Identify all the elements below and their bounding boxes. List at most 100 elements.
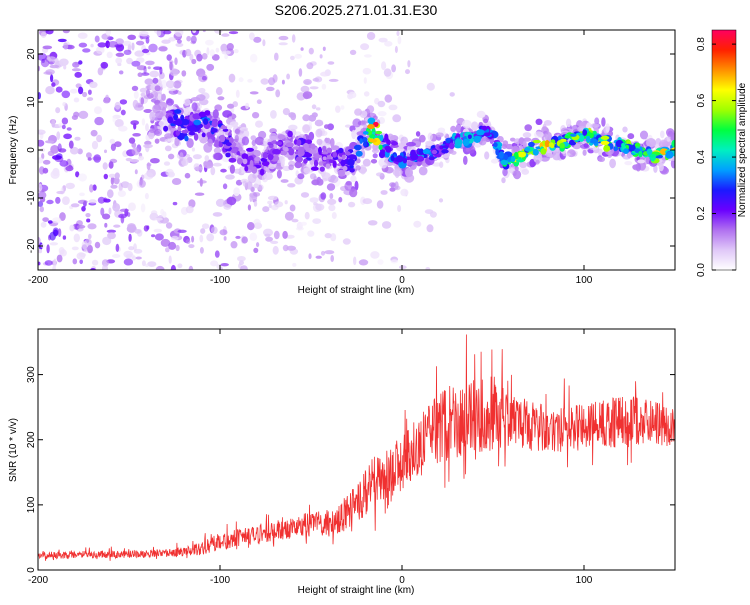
heatmap-cell <box>449 92 455 97</box>
heatmap-cell <box>134 50 145 57</box>
heatmap-cell <box>136 40 145 46</box>
x-tick-label: 100 <box>576 575 593 586</box>
heatmap-cell <box>378 37 388 43</box>
heatmap-cell <box>467 134 472 140</box>
heatmap-cell <box>38 261 41 266</box>
heatmap-cell <box>483 118 489 124</box>
heatmap-cell <box>251 140 256 146</box>
heatmap-cell <box>120 181 130 189</box>
heatmap-cell <box>229 164 235 174</box>
heatmap-cell <box>295 226 304 231</box>
heatmap-cell <box>126 57 133 65</box>
heatmap-cell <box>332 151 338 158</box>
heatmap-cell <box>212 109 219 119</box>
heatmap-cell <box>292 262 297 267</box>
heatmap-cell <box>381 61 387 71</box>
heatmap-cell <box>102 213 111 220</box>
heatmap-cell <box>194 192 205 196</box>
heatmap-cell <box>56 153 63 159</box>
heatmap-cell <box>81 240 88 250</box>
heatmap-cell <box>517 151 527 158</box>
heatmap-cell <box>164 138 174 143</box>
heatmap-cell <box>103 98 111 104</box>
heatmap-cell <box>320 192 327 200</box>
heatmap-cell <box>173 113 179 121</box>
heatmap-cell <box>157 93 162 101</box>
heatmap-cell <box>239 260 244 266</box>
heatmap-cell <box>522 132 532 138</box>
heatmap-cell <box>236 157 243 165</box>
heatmap-cell <box>315 107 321 111</box>
heatmap-cell <box>600 135 610 140</box>
heatmap-cell <box>122 40 132 46</box>
heatmap-cell <box>50 145 59 154</box>
heatmap-cell <box>123 258 134 266</box>
heatmap-cell <box>473 135 482 143</box>
heatmap-cell <box>77 32 88 39</box>
spectrogram-y-label: Frequency (Hz) <box>8 116 19 185</box>
heatmap-cell <box>483 132 491 137</box>
heatmap-cell <box>145 60 155 66</box>
heatmap-cell <box>235 89 240 98</box>
heatmap-cell <box>557 135 562 141</box>
heatmap-cell <box>200 228 206 234</box>
heatmap-cell <box>340 159 346 167</box>
heatmap-cell <box>246 147 254 152</box>
heatmap-cell <box>228 157 237 163</box>
heatmap-cell <box>169 68 179 77</box>
colorbar-tick-label: 0.8 <box>696 37 707 51</box>
heatmap-cell <box>303 152 313 158</box>
heatmap-cell <box>143 65 147 75</box>
heatmap-cell <box>309 197 319 203</box>
heatmap-cell <box>363 91 370 97</box>
heatmap-cell <box>349 188 358 198</box>
heatmap-cell <box>397 205 402 212</box>
heatmap-cell <box>370 251 380 259</box>
heatmap-cell <box>244 165 249 172</box>
heatmap-cell <box>174 57 178 65</box>
heatmap-cell <box>666 128 675 137</box>
heatmap-cell <box>426 224 434 233</box>
heatmap-cell <box>528 141 535 147</box>
heatmap-cell <box>181 70 187 77</box>
heatmap-cell <box>86 152 92 159</box>
heatmap-cell <box>330 174 337 180</box>
heatmap-cell <box>117 190 126 198</box>
heatmap-cell <box>138 155 144 161</box>
heatmap-cell <box>181 129 189 134</box>
heatmap-cell <box>149 70 160 78</box>
heatmap-cell <box>185 239 191 245</box>
heatmap-cell <box>342 165 348 171</box>
heatmap-cell <box>665 151 674 159</box>
heatmap-cell <box>177 229 187 233</box>
heatmap-cell <box>308 253 312 260</box>
heatmap-cell <box>228 73 236 83</box>
heatmap-cell <box>167 153 175 160</box>
heatmap-cell <box>149 111 156 121</box>
heatmap-cell <box>544 140 550 148</box>
heatmap-cell <box>362 158 371 167</box>
heatmap-cell <box>146 225 150 230</box>
heatmap-cell <box>273 230 280 240</box>
heatmap-cell <box>347 158 355 167</box>
heatmap-cell <box>405 167 413 177</box>
heatmap-cell <box>171 178 182 185</box>
heatmap-cell <box>168 241 177 250</box>
heatmap-cell <box>132 133 141 137</box>
heatmap-cell <box>127 183 133 192</box>
heatmap-cell <box>131 147 140 156</box>
snr-series <box>38 334 675 561</box>
heatmap-cell <box>327 123 334 131</box>
heatmap-cell <box>114 119 124 128</box>
heatmap-cell <box>173 80 182 89</box>
heatmap-cell <box>154 217 163 221</box>
heatmap-cell <box>455 123 462 133</box>
heatmap-cell <box>272 148 281 155</box>
heatmap-cell <box>249 32 255 41</box>
heatmap-cell <box>123 49 132 55</box>
heatmap-cell <box>275 89 281 98</box>
heatmap-cell <box>198 87 206 94</box>
heatmap-cell <box>435 132 444 138</box>
heatmap-cell <box>600 140 610 145</box>
heatmap-cell <box>130 120 139 126</box>
